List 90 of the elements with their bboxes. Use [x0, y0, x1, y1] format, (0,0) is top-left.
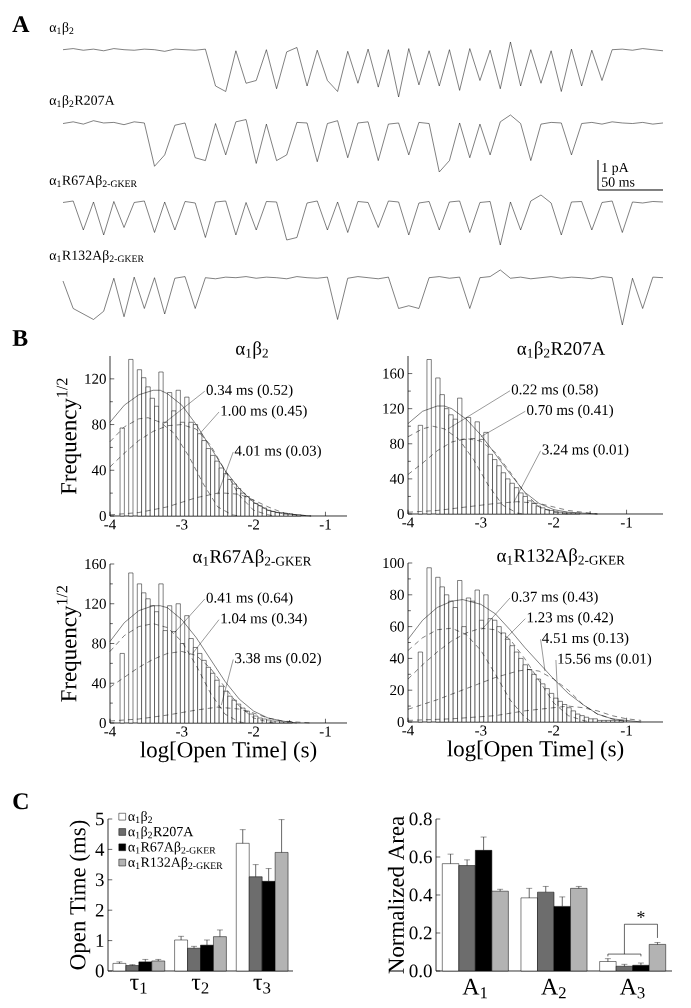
- x-tick-label: -4: [104, 519, 116, 530]
- x-tick-label: -2: [247, 519, 260, 530]
- annotation: 4.51 ms (0.13): [542, 632, 629, 647]
- annotation: 1.23 ms (0.42): [527, 611, 614, 626]
- x-tick-label: -1: [620, 725, 632, 736]
- y-tick-label: 120: [383, 403, 404, 414]
- y-tick-label: 80: [390, 589, 404, 600]
- x-tick-label: τ$_{2}$: [191, 978, 209, 994]
- text: A: [12, 16, 30, 32]
- annotation: 15.56 ms (0.01): [558, 653, 652, 667]
- y-tick-label: 3: [95, 873, 104, 887]
- legend-label: α$_{1}$β$_{2}$R207A: [128, 826, 194, 840]
- y-tick-label: 80: [92, 638, 106, 649]
- y-tick-label: 80: [390, 438, 404, 449]
- legend-label: α$_{1}$β$_{2}$: [128, 811, 153, 824]
- y-tick-label: 0.4: [409, 888, 433, 902]
- y-tick-label: 40: [389, 653, 404, 664]
- chart-title: α$_{1}$R67Aβ$_{2-GKER}$: [193, 549, 312, 567]
- chart-title: α$_{1}$R132Aβ$_{2-GKER}$: [497, 548, 625, 566]
- x-tick-label: -3: [475, 517, 487, 528]
- x-tick-label: -1: [319, 726, 331, 737]
- annotation: *: [637, 911, 645, 918]
- y-tick-label: 0.2: [409, 926, 432, 940]
- x-tick-label: -4: [402, 725, 414, 736]
- annotation: 3.38 ms (0.02): [235, 652, 321, 667]
- y-axis-title: Frequency$^{1/2}$: [56, 586, 82, 702]
- y-tick-label: 5: [96, 812, 104, 826]
- x-tick-label: A$_{1}$: [462, 978, 487, 999]
- y-tick-label: 1: [96, 934, 104, 947]
- annotation: 1.04 ms (0.34): [221, 612, 307, 627]
- x-tick-label: τ$_{1}$: [130, 978, 147, 994]
- y-tick-label: 120: [85, 373, 106, 384]
- annotation: 0.34 ms (0.52): [206, 384, 293, 398]
- y-tick-label: 40: [91, 678, 106, 689]
- y-tick-label: 0.0: [409, 964, 432, 978]
- y-tick-label: 160: [383, 368, 404, 379]
- y-tick-label: 0.6: [409, 850, 432, 864]
- annotation: 1 pA: [602, 162, 629, 176]
- x-axis-title: log[Open Time] (s): [140, 741, 317, 763]
- y-tick-label: 0: [397, 508, 404, 520]
- y-tick-label: 60: [390, 621, 404, 632]
- y-tick-label: 120: [85, 598, 106, 609]
- y-axis-title: Frequency$^{1/2}$: [56, 378, 82, 495]
- chart-title: α$_{1}$β$_{2}$: [49, 22, 74, 35]
- annotation: 4.01 ms (0.03): [234, 445, 321, 459]
- chart-title: α$_{1}$β$_{2}$R207A: [517, 341, 606, 359]
- y-tick-label: 160: [85, 558, 106, 570]
- x-axis-title: log[Open Time] (s): [447, 740, 624, 762]
- x-tick-label: -3: [176, 519, 188, 530]
- annotation: 1.00 ms (0.45): [221, 405, 307, 419]
- y-tick-label: 20: [390, 685, 404, 696]
- y-tick-label: 0: [95, 964, 104, 978]
- x-tick-label: -2: [548, 725, 560, 736]
- x-tick-label: -3: [475, 725, 487, 736]
- y-axis-title: Open Time (ms): [69, 820, 91, 970]
- x-tick-label: -4: [104, 726, 116, 737]
- x-tick-label: τ$_{3}$: [253, 978, 271, 994]
- text: 50 ms: [602, 177, 635, 187]
- x-tick-label: -2: [548, 517, 560, 528]
- x-tick-label: -1: [620, 517, 632, 528]
- text: B: [12, 330, 28, 346]
- chart-title: α$_{1}$β$_{2}$: [236, 341, 268, 359]
- y-tick-label: 100: [383, 557, 404, 569]
- chart-title: α$_{1}$R132Aβ$_{2-GKER}$: [49, 250, 144, 263]
- x-tick-label: -3: [176, 726, 188, 737]
- text: C: [13, 793, 28, 810]
- x-tick-label: A$_{3}$: [619, 978, 645, 999]
- y-axis-title: Normalized Area: [387, 816, 404, 974]
- y-tick-label: 0.8: [409, 812, 432, 826]
- x-tick-label: -1: [319, 519, 331, 530]
- y-tick-label: 0: [99, 717, 106, 729]
- annotation: 0.22 ms (0.58): [511, 383, 598, 398]
- y-tick-label: 0: [397, 716, 404, 728]
- x-tick-label: A$_{2}$: [541, 978, 566, 999]
- chart-title: α$_{1}$R67Aβ$_{2-GKER}$: [49, 175, 137, 188]
- legend-label: α$_{1}$R132Aβ$_{2-GKER}$: [128, 856, 223, 870]
- annotation: 0.70 ms (0.41): [527, 404, 614, 419]
- legend-label: α$_{1}$R67Aβ$_{2-GKER}$: [128, 841, 216, 855]
- x-tick-label: -4: [402, 517, 414, 528]
- chart-title: α$_{1}$β$_{2}$R207A: [49, 95, 115, 108]
- annotation: 0.41 ms (0.64): [206, 592, 293, 606]
- y-tick-label: 4: [95, 843, 105, 856]
- annotation: 3.24 ms (0.01): [542, 444, 629, 458]
- y-tick-label: 40: [389, 473, 404, 484]
- annotation: 0.37 ms (0.43): [511, 591, 598, 605]
- y-tick-label: 0: [99, 510, 106, 522]
- x-tick-label: -2: [247, 726, 260, 737]
- y-tick-label: 2: [95, 903, 104, 917]
- y-tick-label: 40: [91, 465, 106, 476]
- y-tick-label: 80: [92, 419, 106, 430]
